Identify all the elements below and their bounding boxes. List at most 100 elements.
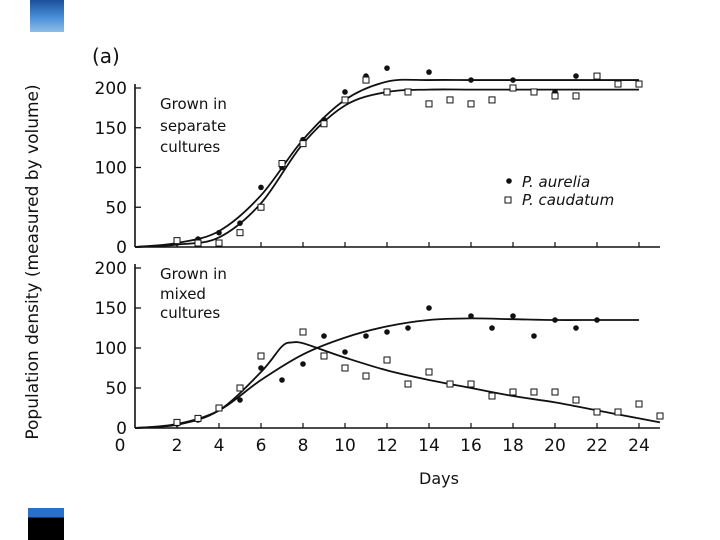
x-tick-label-8: 8 <box>298 436 309 456</box>
y-tick-label-separate-0: 0 <box>116 238 127 258</box>
point-separate-pcaudatum-0 <box>173 237 181 245</box>
y-tick-label-separate-100: 100 <box>95 159 127 179</box>
point-mixed-paurelia-14 <box>489 325 495 331</box>
point-separate-paurelia-12 <box>468 77 474 83</box>
point-separate-pcaudatum-19 <box>572 92 580 100</box>
point-mixed-paurelia-11 <box>405 325 411 331</box>
point-mixed-paurelia-15 <box>510 313 516 319</box>
x-tick-label-20: 20 <box>544 436 566 456</box>
point-mixed-pcaudatum-9 <box>383 356 391 364</box>
point-separate-pcaudatum-20 <box>593 72 601 80</box>
point-separate-paurelia-15 <box>573 73 579 79</box>
x-tick-label-16: 16 <box>460 436 482 456</box>
bottom-caption-line-3: cultures <box>160 304 220 322</box>
x-axis-title: Days <box>419 469 459 488</box>
x-tick-label-6: 6 <box>256 436 267 456</box>
point-mixed-paurelia-13 <box>468 313 474 319</box>
point-mixed-pcaudatum-12 <box>446 380 454 388</box>
bottom-caption-line-2: mixed <box>160 285 206 303</box>
point-separate-pcaudatum-14 <box>467 100 475 108</box>
point-mixed-pcaudatum-7 <box>341 364 349 372</box>
top-caption-line-3: cultures <box>160 138 220 156</box>
legend-marker-caudatum <box>504 196 512 204</box>
x-tick-label-0: 0 <box>115 436 126 456</box>
x-tick-label-12: 12 <box>376 436 398 456</box>
panel-label: (a) <box>92 44 120 68</box>
bottom-caption-line-1: Grown in <box>160 265 227 283</box>
point-separate-pcaudatum-22 <box>635 80 643 88</box>
point-mixed-pcaudatum-8 <box>362 372 370 380</box>
point-mixed-pcaudatum-14 <box>488 392 496 400</box>
point-separate-pcaudatum-8 <box>341 96 349 104</box>
point-mixed-paurelia-10 <box>384 329 390 335</box>
corner-block-bottom <box>28 508 64 540</box>
point-separate-pcaudatum-9 <box>362 76 370 84</box>
y-tick-label-mixed-150: 150 <box>95 299 127 319</box>
point-mixed-pcaudatum-1 <box>194 414 202 422</box>
curve-mixed-paurelia <box>134 317 639 429</box>
point-separate-paurelia-2 <box>216 229 222 236</box>
point-separate-pcaudatum-10 <box>383 88 391 96</box>
point-separate-paurelia-4 <box>258 184 264 191</box>
top-caption-line-1: Grown in <box>160 95 227 113</box>
point-mixed-paurelia-6 <box>300 361 306 367</box>
point-mixed-pcaudatum-13 <box>467 380 475 388</box>
point-mixed-paurelia-8 <box>342 349 348 355</box>
x-tick-label-10: 10 <box>334 436 356 456</box>
point-separate-pcaudatum-2 <box>215 239 223 247</box>
point-separate-pcaudatum-6 <box>299 140 307 148</box>
y-tick-label-mixed-200: 200 <box>95 259 127 279</box>
point-mixed-pcaudatum-17 <box>551 388 559 396</box>
point-mixed-pcaudatum-5 <box>299 328 307 336</box>
point-mixed-pcaudatum-11 <box>425 368 433 376</box>
point-mixed-pcaudatum-19 <box>593 408 601 416</box>
curve-separate-pcaudatum <box>134 88 639 248</box>
legend-label-aurelia: P. aurelia <box>522 173 590 191</box>
point-mixed-paurelia-9 <box>363 333 369 339</box>
y-tick-label-mixed-0: 0 <box>116 419 127 439</box>
point-separate-paurelia-8 <box>342 89 348 95</box>
legend: P. aurelia P. caudatum <box>504 173 614 209</box>
top-caption-line-2: separate <box>160 117 226 135</box>
point-mixed-pcaudatum-16 <box>530 388 538 396</box>
point-mixed-paurelia-7 <box>321 333 327 339</box>
x-tick-label-18: 18 <box>502 436 524 456</box>
corner-block-top <box>30 0 64 32</box>
point-separate-pcaudatum-13 <box>446 96 454 104</box>
point-separate-pcaudatum-11 <box>404 88 412 96</box>
point-separate-pcaudatum-17 <box>530 88 538 96</box>
point-mixed-pcaudatum-20 <box>614 408 622 416</box>
point-separate-pcaudatum-1 <box>194 239 202 247</box>
point-separate-pcaudatum-21 <box>614 80 622 88</box>
point-mixed-pcaudatum-15 <box>509 388 517 396</box>
x-tick-label-2: 2 <box>172 436 183 456</box>
point-mixed-paurelia-18 <box>573 325 579 331</box>
y-tick-label-mixed-100: 100 <box>95 339 127 359</box>
x-tick-label-24: 24 <box>628 436 650 456</box>
point-mixed-pcaudatum-21 <box>635 400 643 408</box>
point-mixed-pcaudatum-6 <box>320 352 328 360</box>
x-tick-label-14: 14 <box>418 436 440 456</box>
y-tick-label-mixed-50: 50 <box>105 379 127 399</box>
point-mixed-paurelia-5 <box>279 377 285 383</box>
point-mixed-pcaudatum-2 <box>215 404 223 412</box>
point-separate-pcaudatum-3 <box>236 229 244 237</box>
point-separate-paurelia-10 <box>384 65 390 71</box>
x-tick-label-4: 4 <box>214 436 225 456</box>
point-separate-pcaudatum-15 <box>488 96 496 104</box>
panel-separate: 0 50 100 150 200 <box>95 65 660 258</box>
point-mixed-pcaudatum-0 <box>173 418 181 426</box>
point-mixed-pcaudatum-10 <box>404 380 412 388</box>
point-mixed-paurelia-12 <box>426 305 432 311</box>
point-separate-pcaudatum-16 <box>509 84 517 92</box>
point-mixed-pcaudatum-3 <box>236 384 244 392</box>
y-tick-label-separate-50: 50 <box>105 198 127 218</box>
point-mixed-paurelia-19 <box>594 317 600 323</box>
y-tick-label-separate-200: 200 <box>95 79 127 99</box>
point-mixed-pcaudatum-18 <box>572 396 580 404</box>
point-separate-pcaudatum-7 <box>320 120 328 128</box>
point-separate-pcaudatum-5 <box>278 160 286 168</box>
point-separate-pcaudatum-18 <box>551 92 559 100</box>
point-separate-paurelia-11 <box>426 69 432 75</box>
